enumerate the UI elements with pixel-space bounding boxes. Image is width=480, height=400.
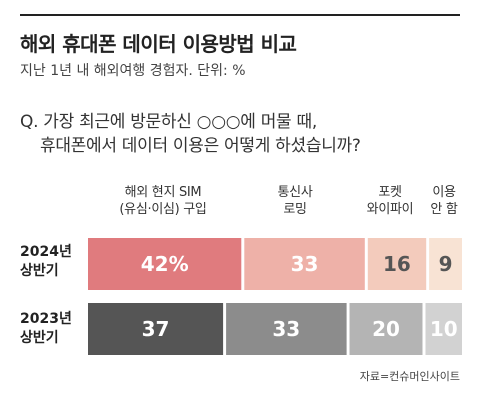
- question-line-2: 휴대폰에서 데이터 이용은 어떻게 하셨습니까?: [40, 136, 361, 156]
- survey-question: Q. 가장 최근에 방문하신 ○○○에 머물 때, 휴대폰에서 데이터 이용은 …: [20, 110, 460, 158]
- bar-2024-2: [367, 238, 427, 290]
- bar-2024-0: [88, 238, 242, 290]
- bar-2024-1: [244, 238, 365, 290]
- top-rule: [20, 14, 460, 16]
- value-label-2023-2: 20: [372, 317, 400, 341]
- bar-2023-3: [425, 303, 462, 355]
- source-note: 자료=컨슈머인사이트: [359, 370, 460, 383]
- chart-subtitle: 지난 1년 내 해외여행 경험자. 단위: %: [20, 63, 246, 79]
- chart-title: 해외 휴대폰 데이터 이용방법 비교: [20, 32, 297, 56]
- value-label-2023-3: 10: [430, 317, 458, 341]
- bar-2023-2: [349, 303, 423, 355]
- category-label-local-sim: 해외 현지 SIM (유심·이심) 구입: [119, 185, 207, 217]
- bar-2024-3: [429, 238, 462, 290]
- value-label-2023-0: 37: [142, 317, 170, 341]
- bar-2023-0: [88, 303, 224, 355]
- category-label-none: 이용 안 함: [430, 185, 458, 217]
- category-label-pocket-wifi: 포켓 와이파이: [366, 185, 414, 217]
- bar-2023-1: [226, 303, 347, 355]
- value-label-2023-1: 33: [272, 317, 300, 341]
- value-label-2024-2: 16: [383, 252, 411, 276]
- value-label-2024-1: 33: [291, 252, 319, 276]
- question-line-1: Q. 가장 최근에 방문하신 ○○○에 머물 때,: [20, 112, 317, 132]
- row-label-2023: 2023년 상반기: [20, 311, 72, 346]
- value-label-2024-3: 9: [439, 252, 453, 276]
- value-label-2024-0: 42%: [141, 252, 189, 276]
- row-label-2024: 2024년 상반기: [20, 244, 72, 279]
- category-label-roaming: 통신사 로밍: [277, 185, 313, 217]
